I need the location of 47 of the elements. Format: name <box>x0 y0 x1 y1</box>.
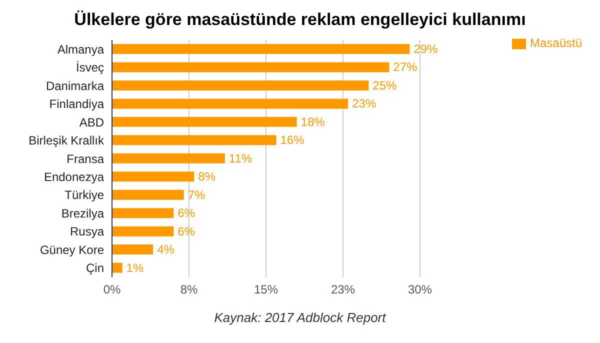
bar <box>112 135 276 146</box>
data-label: 7% <box>188 188 206 202</box>
bar <box>112 226 174 236</box>
legend-label: Masaüstü <box>530 36 582 50</box>
y-tick-label: Fransa <box>66 152 104 166</box>
data-label: 18% <box>300 114 326 129</box>
bar <box>112 172 194 182</box>
y-tick-label: Güney Kore <box>40 242 104 257</box>
bar <box>112 244 154 255</box>
y-tick-label: Türkiye <box>64 188 104 202</box>
y-tick-label: Endonezya <box>44 170 104 184</box>
data-label: 11% <box>228 151 252 166</box>
y-tick-label: Çin <box>86 261 104 276</box>
text: Kaynak: 2017 Adblock Report <box>213 310 388 325</box>
bar <box>112 208 174 218</box>
chart-title: Ülkelere göre masaüstünde reklam engelleyici kullanımı <box>73 10 527 30</box>
y-tick-label: İsveç <box>76 60 104 75</box>
x-tick-label: 0% <box>103 282 121 297</box>
x-tick-label: 30% <box>408 282 432 297</box>
data-label: 6% <box>178 206 196 220</box>
bar <box>112 116 297 127</box>
y-tick-label: Birleşik Krallık <box>28 134 105 148</box>
data-label: 23% <box>352 96 376 111</box>
y-tick-label: Brezilya <box>61 206 104 220</box>
bar <box>112 98 348 109</box>
data-label: 16% <box>280 133 305 148</box>
y-tick-label: ABD <box>79 115 104 130</box>
y-tick-label: Danimarka <box>46 78 104 93</box>
y-tick-label: Finlandiya <box>49 97 104 112</box>
x-tick-label: 23% <box>330 282 356 297</box>
bar <box>112 262 122 273</box>
data-label: 4% <box>157 242 175 257</box>
data-label: 25% <box>372 78 397 92</box>
bar <box>112 190 184 200</box>
bar <box>112 153 225 164</box>
data-label: 27% <box>393 60 418 74</box>
bar <box>112 62 390 72</box>
x-tick-label: 8% <box>180 282 198 297</box>
x-tick-label: 15% <box>254 282 278 297</box>
y-tick-label: Rusya <box>70 224 104 239</box>
bar <box>112 80 369 90</box>
y-tick-label: Almanya <box>57 42 104 56</box>
data-label: 6% <box>178 224 196 238</box>
data-label: 1% <box>126 260 144 275</box>
bar <box>112 44 410 54</box>
data-label: 8% <box>198 170 216 184</box>
data-label: 29% <box>414 42 438 56</box>
